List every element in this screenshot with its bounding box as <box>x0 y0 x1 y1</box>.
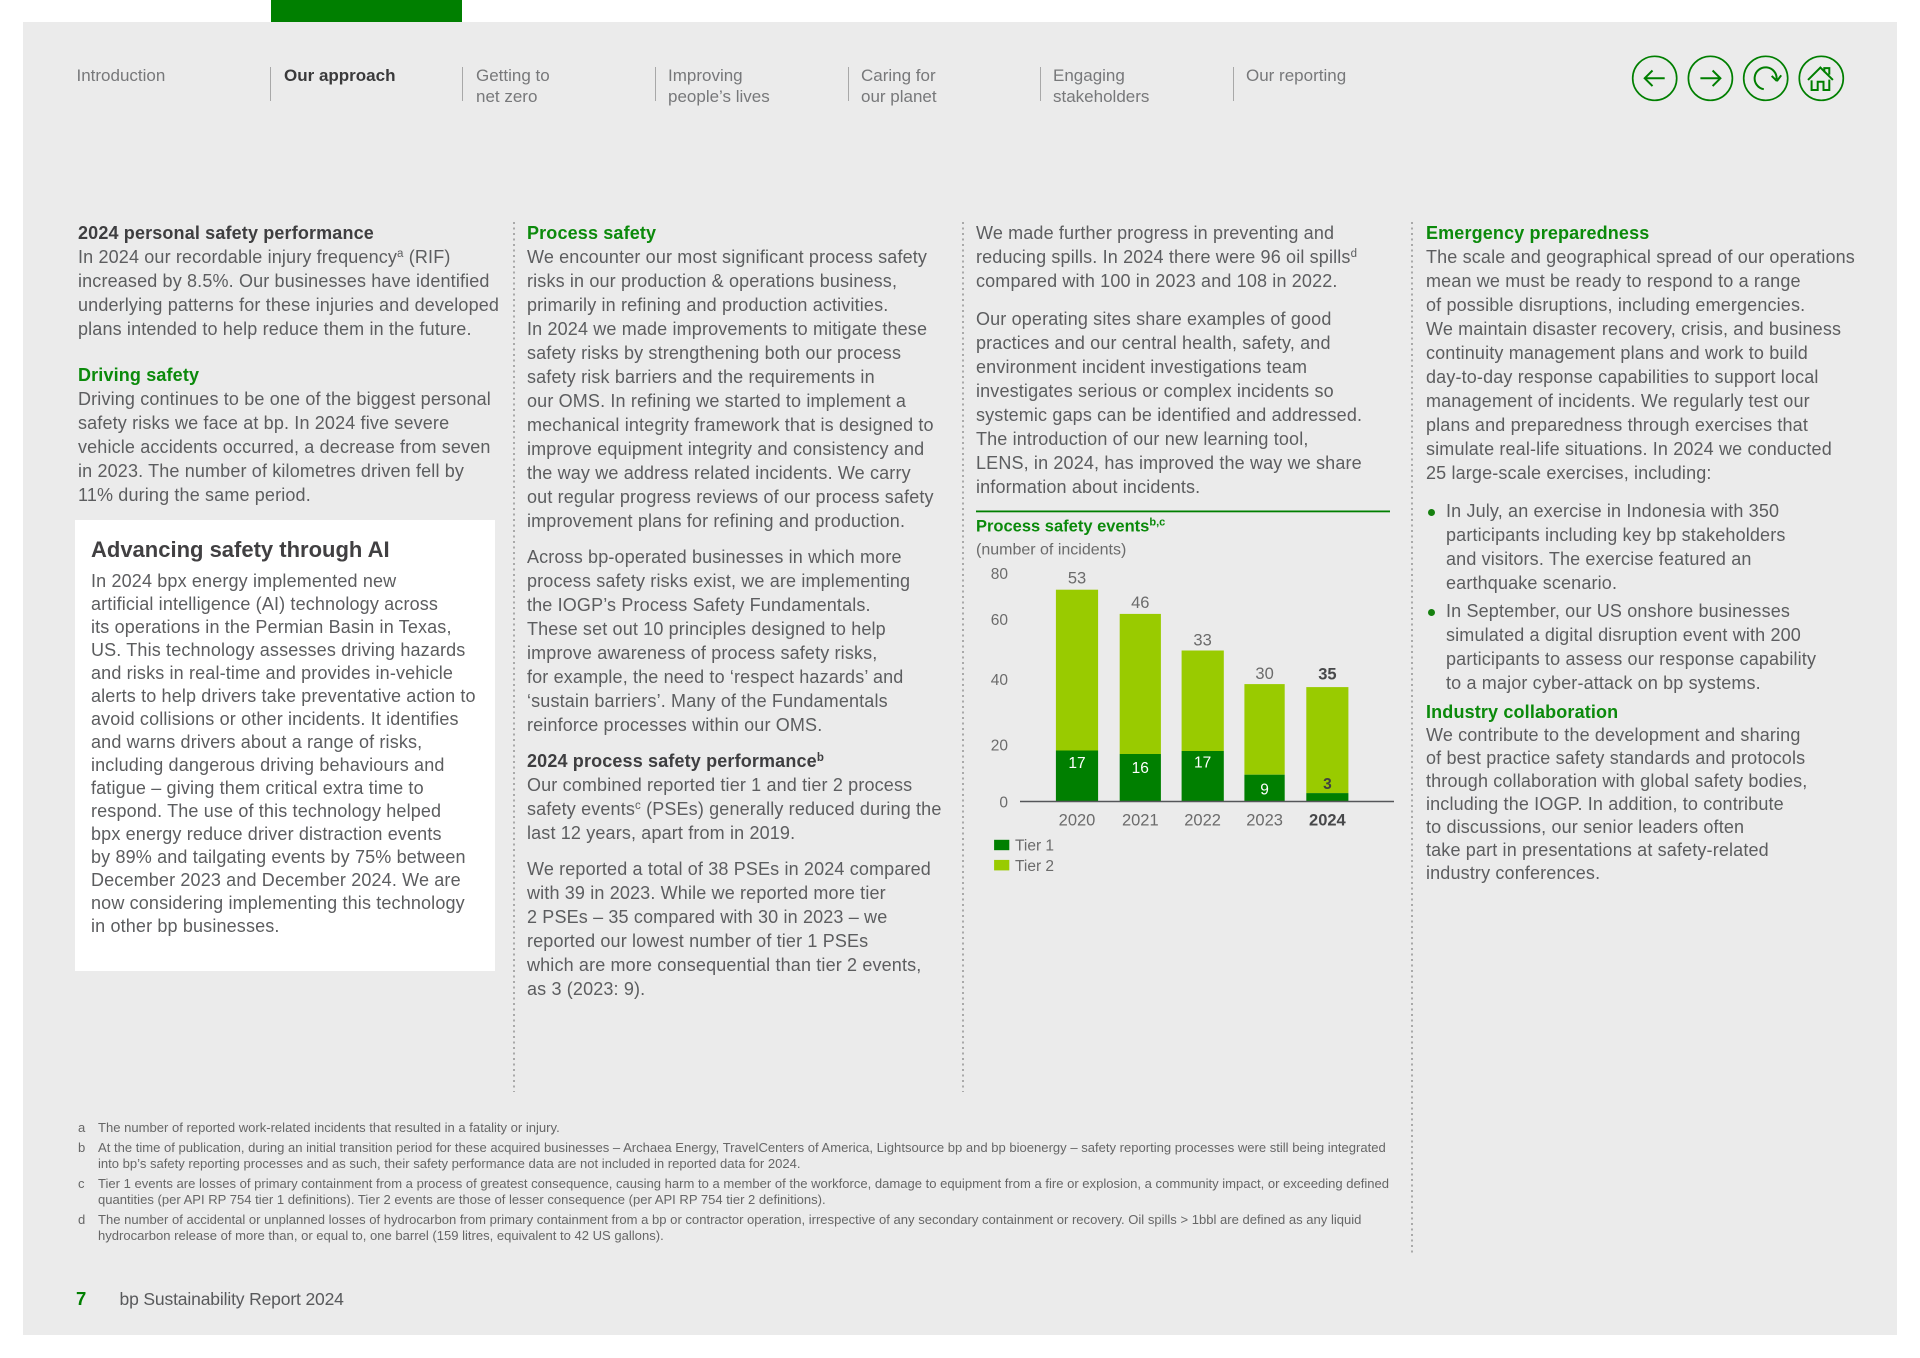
svg-text:Process safety eventsb,c: Process safety eventsb,c <box>976 516 1165 535</box>
svg-text:17: 17 <box>1068 755 1085 772</box>
svg-text:2022: 2022 <box>1184 812 1221 830</box>
svg-text:(number of incidents): (number of incidents) <box>976 541 1126 558</box>
svg-text:60: 60 <box>991 612 1009 629</box>
svg-text:20: 20 <box>991 738 1009 755</box>
svg-text:80: 80 <box>991 566 1009 583</box>
svg-text:40: 40 <box>991 672 1009 689</box>
svg-text:9: 9 <box>1260 782 1269 799</box>
svg-text:53: 53 <box>1068 570 1086 588</box>
svg-text:16: 16 <box>1132 760 1149 777</box>
svg-text:2024: 2024 <box>1309 812 1347 830</box>
svg-text:17: 17 <box>1194 754 1211 771</box>
svg-text:0: 0 <box>999 794 1008 811</box>
svg-text:Tier 1: Tier 1 <box>1015 838 1054 855</box>
svg-text:3: 3 <box>1323 776 1332 793</box>
svg-text:33: 33 <box>1193 631 1211 649</box>
svg-text:46: 46 <box>1131 594 1149 612</box>
svg-text:2021: 2021 <box>1122 812 1159 830</box>
svg-text:2020: 2020 <box>1059 812 1096 830</box>
svg-text:Tier 2: Tier 2 <box>1015 858 1054 875</box>
svg-text:2023: 2023 <box>1246 812 1283 830</box>
svg-text:30: 30 <box>1255 665 1273 683</box>
svg-text:35: 35 <box>1318 666 1336 684</box>
